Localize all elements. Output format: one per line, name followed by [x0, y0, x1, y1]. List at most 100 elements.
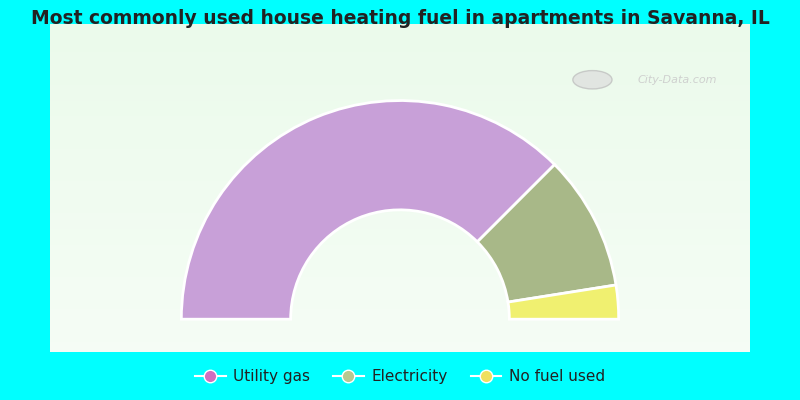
Bar [50, 267, 750, 268]
Bar [50, 118, 750, 119]
Bar [50, 167, 750, 168]
Bar [50, 186, 750, 188]
Bar [50, 37, 750, 39]
Bar [50, 208, 750, 209]
Bar [50, 308, 750, 309]
Circle shape [573, 70, 612, 89]
Bar [50, 200, 750, 201]
Bar [50, 224, 750, 226]
Bar [50, 142, 750, 144]
Bar [50, 63, 750, 65]
Bar [50, 252, 750, 254]
Bar [50, 140, 750, 142]
Bar [50, 119, 750, 121]
Bar [50, 109, 750, 111]
Bar [50, 350, 750, 352]
Bar [50, 313, 750, 314]
Bar [50, 298, 750, 300]
Bar [50, 80, 750, 81]
Bar [50, 206, 750, 208]
Bar [50, 55, 750, 57]
Bar [50, 83, 750, 85]
Bar [50, 188, 750, 190]
Bar [50, 349, 750, 350]
Bar [50, 316, 750, 318]
Bar [50, 112, 750, 114]
Bar [50, 90, 750, 91]
Bar [50, 144, 750, 145]
Bar [50, 50, 750, 52]
Bar [50, 339, 750, 340]
Bar [50, 30, 750, 32]
Bar [50, 185, 750, 186]
Bar [50, 121, 750, 122]
Bar [50, 182, 750, 183]
Bar [50, 94, 750, 96]
Bar [50, 203, 750, 204]
Bar [50, 340, 750, 342]
Bar [50, 78, 750, 80]
Bar [50, 291, 750, 293]
Legend: Utility gas, Electricity, No fuel used: Utility gas, Electricity, No fuel used [189, 363, 611, 390]
Bar [50, 337, 750, 339]
Bar [50, 104, 750, 106]
Bar [50, 234, 750, 236]
Bar [50, 165, 750, 167]
Bar [50, 24, 750, 26]
Bar [50, 257, 750, 258]
Bar [50, 57, 750, 58]
Bar [50, 44, 750, 45]
Bar [50, 211, 750, 213]
Bar [50, 103, 750, 104]
Bar [50, 150, 750, 152]
Bar [50, 296, 750, 298]
Bar [50, 149, 750, 150]
Bar [50, 347, 750, 349]
Bar [50, 236, 750, 237]
Bar [50, 286, 750, 288]
Bar [50, 209, 750, 211]
Bar [50, 250, 750, 252]
Bar [50, 346, 750, 347]
Bar [50, 27, 750, 29]
Bar [50, 201, 750, 203]
Bar [50, 168, 750, 170]
Bar [50, 260, 750, 262]
Bar [50, 240, 750, 242]
Bar [50, 264, 750, 265]
Bar [50, 273, 750, 275]
Bar [50, 331, 750, 332]
Bar [50, 76, 750, 78]
Bar [50, 270, 750, 272]
Bar [50, 219, 750, 221]
Bar [50, 47, 750, 48]
Bar [50, 111, 750, 112]
Bar [50, 88, 750, 90]
Bar [50, 180, 750, 182]
Bar [50, 294, 750, 296]
Bar [50, 32, 750, 34]
Wedge shape [478, 164, 616, 302]
Bar [50, 293, 750, 294]
Bar [50, 158, 750, 160]
Bar [50, 42, 750, 44]
Bar [50, 190, 750, 191]
Bar [50, 283, 750, 285]
Bar [50, 126, 750, 127]
Text: City-Data.com: City-Data.com [638, 75, 718, 85]
Bar [50, 173, 750, 175]
Bar [50, 116, 750, 118]
Bar [50, 114, 750, 116]
Bar [50, 162, 750, 163]
Bar [50, 183, 750, 185]
Bar [50, 175, 750, 176]
Bar [50, 145, 750, 147]
Bar [50, 322, 750, 324]
Bar [50, 290, 750, 291]
Bar [50, 29, 750, 30]
Bar [50, 336, 750, 337]
Bar [50, 231, 750, 232]
Bar [50, 227, 750, 229]
Bar [50, 222, 750, 224]
Bar [50, 276, 750, 278]
